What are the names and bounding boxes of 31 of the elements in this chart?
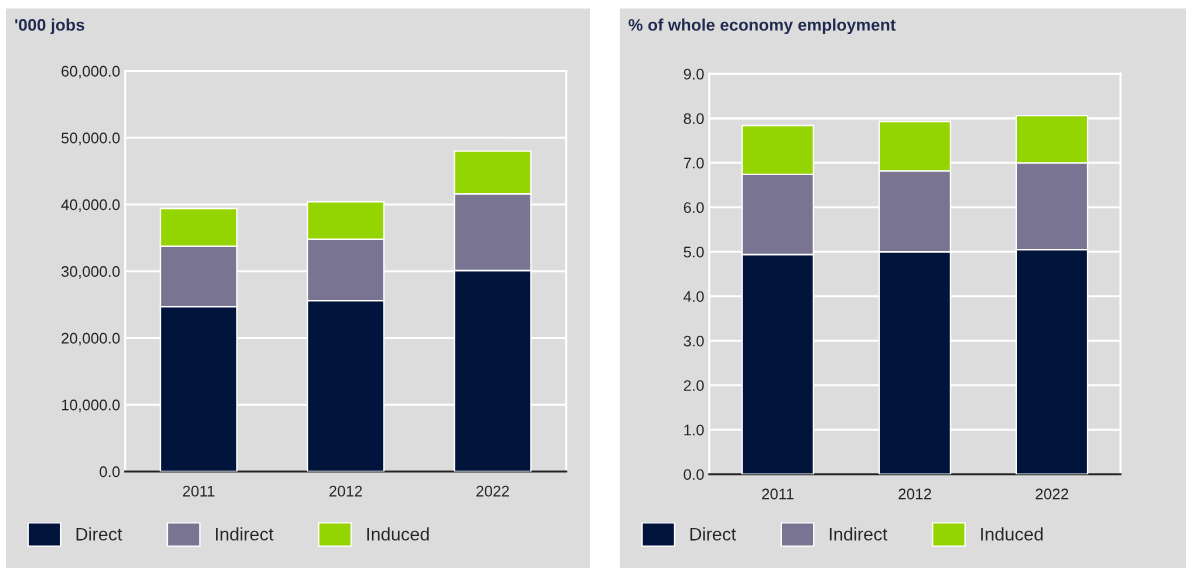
x-tick-label: 2012 [898, 488, 932, 500]
y-tick-label: 50,000.0 [61, 132, 120, 146]
y-tick-label: 6.0 [683, 202, 704, 214]
y-tick-label: 1.0 [684, 424, 704, 436]
y-tick-label: 2.0 [683, 380, 704, 391]
legend-label: Direct [76, 527, 123, 541]
y-tick-label: 9.0 [683, 68, 704, 80]
legend-label: Induced [981, 527, 1043, 541]
y-tick-label: 0.0 [99, 466, 120, 478]
y-tick-label: 0.0 [683, 469, 704, 480]
y-tick-label: 30,000.0 [61, 266, 120, 279]
y-tick-label: 5.0 [683, 246, 704, 258]
x-tick-label: 2011 [183, 485, 215, 497]
x-tick-label: 2012 [329, 485, 362, 497]
y-axis-title: '000 jobs [15, 18, 85, 35]
x-tick-label: 2022 [476, 485, 509, 497]
y-tick-label: 10,000.0 [62, 399, 120, 413]
legend-label: Induced [367, 527, 429, 541]
y-axis-title: % of whole economy employment [628, 18, 896, 35]
y-tick-label: 4.0 [683, 291, 704, 302]
x-tick-label: 2022 [1035, 488, 1069, 500]
y-tick-label: 60,000.0 [61, 65, 120, 79]
y-tick-label: 7.0 [683, 157, 704, 169]
text: Direct [690, 527, 737, 541]
y-tick-label: 3.0 [683, 335, 704, 347]
x-tick-label: 2011 [762, 488, 794, 500]
legend-label: Indirect [216, 527, 274, 541]
y-tick-label: 40,000.0 [61, 199, 120, 212]
legend-label: Indirect [829, 527, 888, 541]
y-tick-label: 8.0 [683, 113, 704, 125]
y-tick-label: 20,000.0 [61, 332, 120, 346]
